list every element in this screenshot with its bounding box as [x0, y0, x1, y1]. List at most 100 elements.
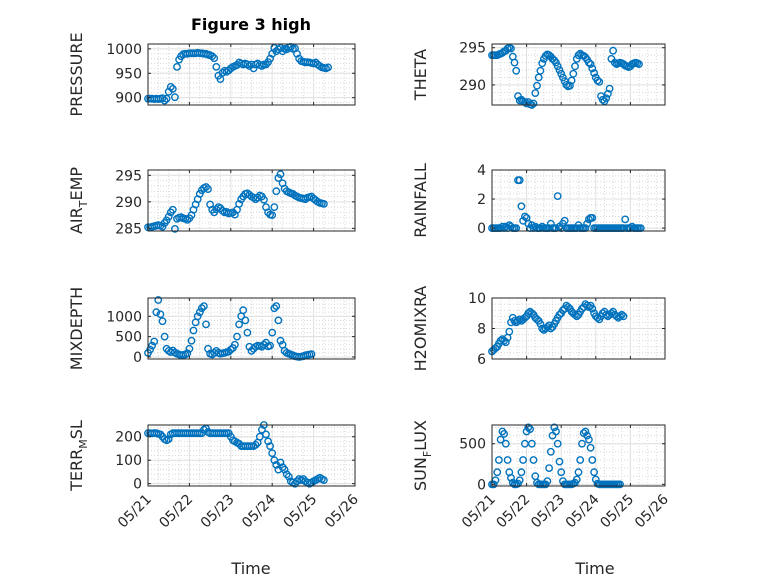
data-point [257, 62, 266, 70]
data-point [621, 215, 630, 224]
data-point [233, 332, 241, 341]
data-point [230, 340, 239, 349]
data-point [553, 439, 562, 448]
data-point [494, 456, 503, 464]
data-point [276, 170, 285, 179]
data-point [170, 224, 179, 233]
subplot-2: 290 295 THETA [411, 41, 666, 109]
data-point [270, 304, 279, 313]
data-point [210, 54, 219, 63]
data-point [529, 456, 538, 464]
data-point [583, 431, 591, 440]
data-point [545, 464, 553, 472]
y-axis-label: H2OMIXRA [411, 286, 430, 372]
y-tick-label: 8 [477, 322, 486, 338]
data-point [148, 341, 157, 350]
data-point [272, 302, 281, 310]
data-point [590, 69, 598, 77]
data-point [251, 440, 260, 449]
data-point [243, 328, 252, 337]
data-point [173, 63, 181, 71]
data-point [268, 449, 277, 458]
data-point [241, 316, 250, 325]
data-point [276, 458, 285, 467]
data-point [588, 64, 597, 73]
axes-box [491, 424, 666, 487]
data-point [524, 423, 533, 432]
data-point [247, 346, 256, 355]
data-point [616, 312, 624, 321]
data-point [555, 66, 564, 74]
data-point [557, 468, 566, 477]
data-point [512, 66, 521, 75]
data-point [268, 211, 277, 220]
axes-box [147, 297, 356, 360]
data-point [531, 89, 540, 98]
data-point [553, 192, 562, 201]
data-point [559, 73, 567, 82]
data-point [266, 341, 274, 350]
data-point [515, 315, 524, 324]
y-tick-label: 10 [468, 291, 486, 307]
data-point [578, 439, 586, 448]
y-axis-label: AIRTEMP [67, 167, 90, 234]
data-point [270, 203, 279, 212]
axes-box [147, 169, 356, 232]
data-point [585, 435, 593, 444]
y-axis-label: RAINFALL [411, 163, 430, 238]
data-point [274, 174, 283, 182]
data-point [150, 337, 159, 346]
data-point [239, 306, 248, 315]
data-point [168, 205, 177, 214]
data-point [319, 199, 328, 208]
axes-box [147, 424, 356, 487]
data-point [574, 468, 583, 477]
data-point [162, 94, 171, 103]
data-point [541, 52, 550, 60]
data-point [586, 443, 595, 452]
data-point [496, 435, 505, 444]
data-point [529, 99, 538, 108]
data-point [602, 94, 611, 103]
data-point [208, 52, 217, 61]
data-point [243, 60, 252, 69]
data-point [319, 476, 328, 484]
subplot-5: 0 500 1000 MIXDEPTH [67, 287, 356, 370]
y-tick-label: 0 [133, 350, 142, 366]
data-point [158, 317, 167, 326]
data-point [496, 336, 505, 345]
data-point [158, 222, 167, 231]
data-point [249, 64, 258, 73]
data-point [507, 473, 515, 482]
axes-box [491, 43, 666, 106]
data-point [604, 89, 612, 98]
data-point [272, 187, 281, 196]
data-point [515, 476, 524, 485]
y-tick-label: 0 [133, 477, 142, 493]
data-point [268, 328, 277, 337]
data-point [166, 83, 175, 91]
data-point [274, 316, 283, 325]
data-point [585, 58, 593, 67]
data-point [590, 468, 598, 477]
data-point [552, 427, 560, 436]
y-tick-label: 1000 [106, 309, 142, 325]
y-tick-label: 295 [115, 168, 142, 184]
y-tick-label: 1000 [106, 42, 142, 58]
y-tick-label: 290 [115, 195, 142, 211]
data-point [555, 457, 564, 466]
y-axis-label: MIXDEPTH [67, 287, 86, 370]
data-point [560, 216, 569, 225]
data-point [515, 176, 524, 185]
data-point [503, 456, 512, 464]
data-point [593, 76, 602, 85]
y-tick-label: 0 [477, 477, 486, 493]
data-point [586, 60, 595, 68]
data-point [588, 213, 597, 222]
data-point [602, 310, 611, 319]
data-point [526, 425, 534, 433]
data-point [609, 46, 617, 55]
data-point [538, 324, 547, 333]
data-point [588, 456, 597, 464]
axes-box [491, 169, 666, 232]
